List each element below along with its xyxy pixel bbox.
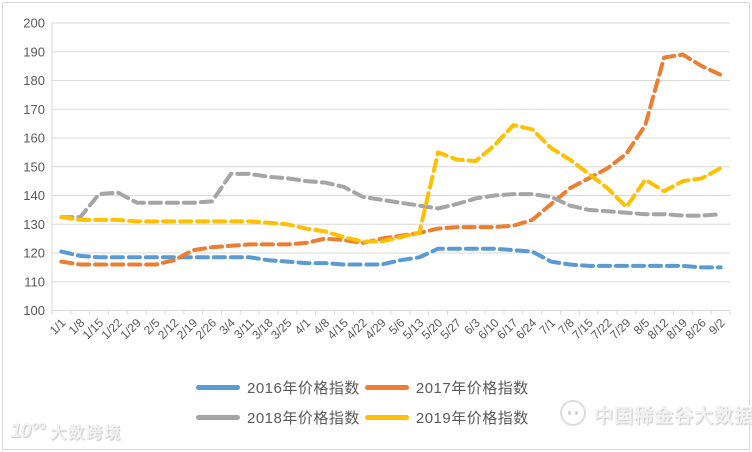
x-tick-label: 7/29 [607,315,634,342]
x-tick-label: 4/29 [362,315,389,342]
legend-label-2019: 2019年价格指数 [415,409,529,427]
axes [51,23,731,315]
watermark-bottom-left: 10°° 大数跨境 [10,419,122,443]
y-tick-label: 160 [23,131,45,146]
x-tick-label: 8/26 [682,315,709,342]
watermark-right-text: 中国稀金谷大数据 [594,406,752,427]
mascot-face-icon [560,400,586,426]
series-line-2018年价格指数 [59,171,723,220]
y-tick-label: 100 [23,303,45,318]
y-tick-label: 150 [23,159,45,174]
legend-item-2019: 2019年价格指数 [364,407,529,428]
legend-label-2018: 2018年价格指数 [247,409,360,427]
y-tick-label: 200 [23,16,45,31]
x-tick-label: 2/26 [193,315,220,342]
series-line-2017年价格指数 [59,52,723,267]
series-line-2016年价格指数 [59,246,723,270]
chart-legend: 2016年价格指数 2017年价格指数 2018年价格指数 2019年价格指数 [196,376,534,436]
y-axis-labels: 100 110 120 130 140 150 160 170 180 190 200 [23,16,45,319]
y-tick-label: 130 [23,217,45,232]
watermark-left-text: 大数跨境 [50,425,123,442]
x-tick-label: 9/2 [706,315,728,337]
legend-item-2017: 2017年价格指数 [364,377,529,398]
series-line-2019年价格指数 [59,123,723,244]
legend-swatch-2018 [196,414,240,420]
x-tick-label: 5/27 [438,315,465,342]
x-tick-label: 1/29 [117,315,144,342]
legend-item-2016: 2016年价格指数 [196,377,360,398]
dashukuajing-logo-icon: 10°° [10,420,45,442]
y-tick-label: 170 [23,102,45,117]
legend-row-1: 2016年价格指数 2017年价格指数 [196,376,534,398]
legend-swatch-2017 [364,384,409,390]
legend-label-2016: 2016年价格指数 [247,379,360,397]
y-tick-label: 190 [23,44,45,59]
x-tick-label: 3/25 [268,315,295,342]
y-tick-label: 120 [23,246,45,261]
legend-row-2: 2018年价格指数 2019年价格指数 [196,406,534,428]
y-tick-label: 110 [24,274,45,289]
x-axis-labels: 1/11/81/151/221/292/52/122/192/263/43/11… [47,315,728,342]
y-tick-label: 180 [23,73,45,88]
x-tick-label: 6/24 [513,315,540,342]
legend-swatch-2019 [364,414,409,420]
legend-swatch-2016 [196,384,240,390]
legend-label-2017: 2017年价格指数 [415,379,529,397]
y-tick-label: 140 [23,188,45,203]
legend-item-2018: 2018年价格指数 [196,407,360,428]
